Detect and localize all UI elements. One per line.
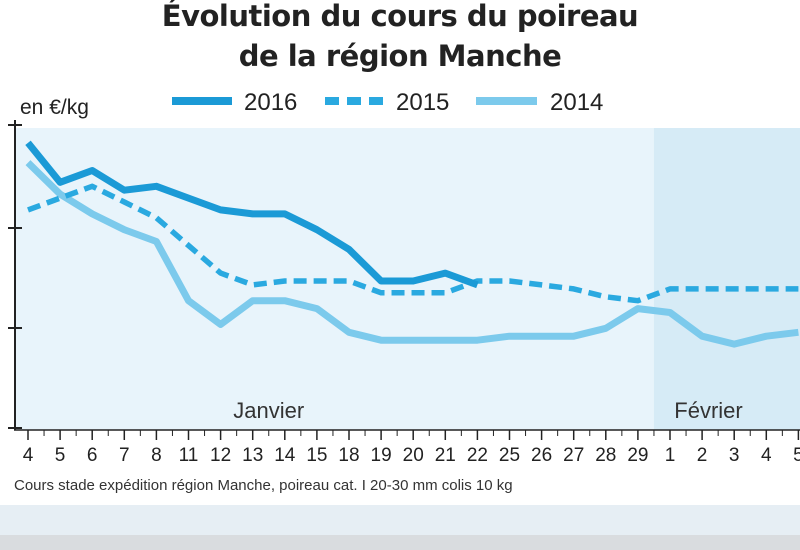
february-region <box>653 128 800 430</box>
chart-title-line-1: Évolution du cours du poireau <box>161 0 639 33</box>
chart-title: Évolution du cours du poireau de la régi… <box>0 0 800 76</box>
legend-label-2015: 2015 <box>396 89 449 116</box>
legend-label-2014: 2014 <box>550 89 603 116</box>
x-tick-label: 5 <box>55 445 66 466</box>
source-caption: Cours stade expédition région Manche, po… <box>14 477 513 494</box>
x-tick-label: 25 <box>499 445 520 466</box>
x-tick-label: 11 <box>179 445 199 466</box>
legend: 2016 2015 2014 <box>172 89 603 116</box>
x-tick-label: 6 <box>87 445 98 466</box>
x-tick-label: 13 <box>242 445 263 466</box>
series-layer <box>25 140 799 348</box>
x-tick-label: 21 <box>435 445 456 466</box>
x-tick-label: 7 <box>119 445 130 466</box>
x-tick-label: 19 <box>371 445 392 466</box>
x-tick-label: 2 <box>697 445 708 466</box>
axes: en €/kg <box>8 96 800 440</box>
x-tick-label: 1 <box>665 445 676 466</box>
legend-label-2016: 2016 <box>244 89 297 116</box>
x-tick-label: 28 <box>595 445 616 466</box>
x-tick-label: 18 <box>338 445 359 466</box>
x-tick-label: 8 <box>151 445 162 466</box>
line-chart: 2016 2015 2014 en €/kg 4 5 6 7 8 11 12 13 14 15 18 19… <box>8 89 800 466</box>
x-tick-label: 5 <box>793 445 800 466</box>
y-axis-label: en €/kg <box>20 96 89 119</box>
label-layer: 4 5 6 7 8 11 12 13 14 15 18 19 20 21 22 25 26 27 28 29 1 2 3 4 5… <box>23 398 800 466</box>
x-tick-label: 4 <box>761 445 772 466</box>
x-tick-label: 20 <box>403 445 424 466</box>
x-tick-label: 12 <box>210 445 231 466</box>
footer-band <box>0 505 800 535</box>
series-line-2015 <box>27 183 799 304</box>
series-line-2014 <box>25 160 799 348</box>
x-tick-label: 22 <box>467 445 488 466</box>
x-tick-label: 14 <box>274 445 296 466</box>
footer-band-bottom <box>0 535 800 550</box>
month-label: Janvier <box>233 398 304 423</box>
x-tick-label: 15 <box>306 445 327 466</box>
month-label: Février <box>674 398 742 423</box>
x-tick-label: 29 <box>627 445 648 466</box>
x-tick-label: 27 <box>563 445 584 466</box>
series-line-2016 <box>25 140 479 289</box>
x-tick-label: 3 <box>729 445 740 466</box>
x-tick-label: 26 <box>531 445 552 466</box>
x-tick-label: 4 <box>23 445 34 466</box>
chart-title-line-2: de la région Manche <box>238 39 562 73</box>
